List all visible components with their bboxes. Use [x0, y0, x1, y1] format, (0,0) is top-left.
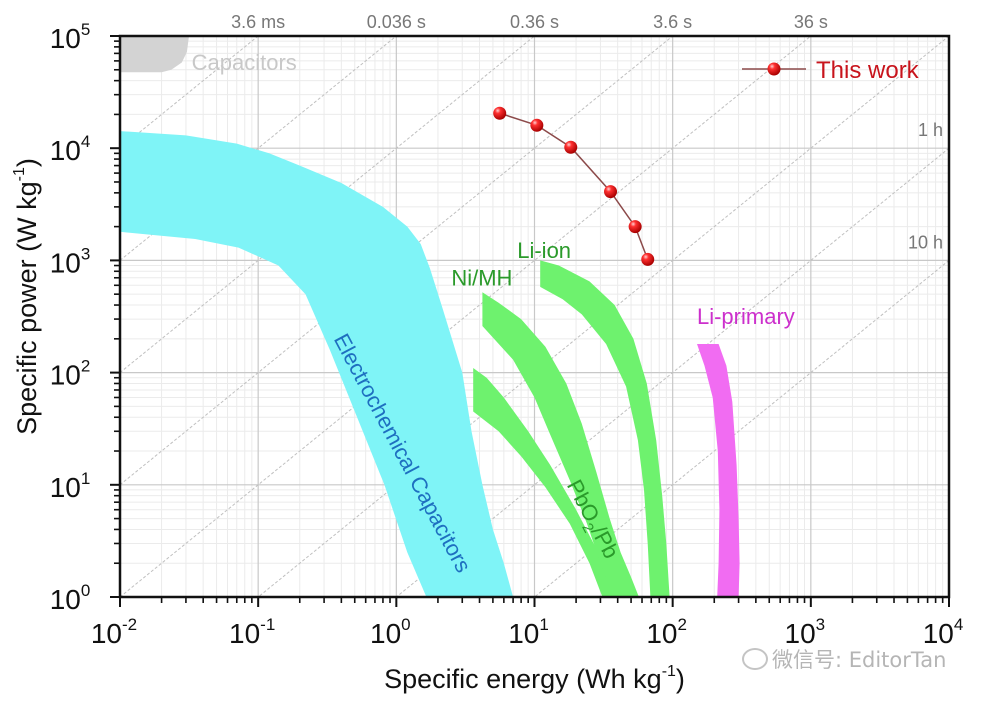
time-constant-label: 3.6 ms	[231, 12, 285, 32]
data-point	[641, 252, 655, 266]
y-tick-label: 104	[50, 132, 91, 166]
series-this-work	[493, 106, 655, 266]
time-constant-line	[120, 36, 674, 486]
region-label-li-primary: Li-primary	[697, 304, 795, 329]
time-constant-label: 36 s	[794, 12, 828, 32]
time-constant-line	[120, 36, 398, 261]
y-tick-label: 105	[50, 20, 91, 54]
y-axis-title: Specific power (W kg-1)	[11, 158, 42, 435]
data-point	[628, 220, 642, 234]
region-pbo2-pb	[473, 368, 628, 597]
x-tick-label: 10-1	[229, 615, 275, 649]
x-axis-title: Specific energy (Wh kg-1)	[384, 663, 685, 694]
region-li-primary	[697, 344, 740, 597]
x-tick-label: 103	[785, 615, 826, 649]
x-tick-label: 100	[370, 615, 411, 649]
axes: 10-2 10-1 100 101 102 103 104 100 101 102 103 104 10…	[11, 20, 963, 694]
x-tick-label: 102	[646, 615, 687, 649]
x-tick-label: 10-2	[91, 615, 137, 649]
region-electrochemical-capacitors	[120, 131, 514, 597]
time-constant-label: 3.6 s	[653, 12, 692, 32]
region-label-ni-mh: Ni/MH	[451, 265, 512, 290]
data-point	[530, 118, 544, 132]
time-constant-label: 1 h	[918, 120, 943, 140]
y-tick-label: 102	[50, 357, 91, 391]
time-constant-label: 0.036 s	[367, 12, 426, 32]
time-constant-label: 10 h	[908, 232, 943, 252]
region-label-li-ion: Li-ion	[517, 238, 571, 263]
data-point	[564, 140, 578, 154]
x-tick-label: 104	[923, 615, 964, 649]
y-tick-label: 101	[50, 469, 91, 503]
region-label-capacitors: Capacitors	[192, 50, 297, 75]
time-constant-line	[120, 36, 812, 597]
y-tick-label: 100	[50, 581, 91, 615]
time-constant-line	[120, 36, 536, 373]
x-tick-label: 101	[508, 615, 549, 649]
data-point	[493, 106, 507, 120]
region-areas	[120, 36, 740, 597]
wechat-icon	[742, 648, 768, 670]
watermark: 微信号: EditorTan	[742, 644, 946, 674]
time-constant-lines	[120, 36, 949, 597]
region-ni-mh	[482, 292, 639, 597]
time-constant-label: 0.36 s	[510, 12, 559, 32]
region-capacitors	[120, 36, 189, 73]
legend-marker	[767, 62, 781, 76]
legend-label: This work	[816, 57, 920, 84]
watermark-text: 微信号: EditorTan	[772, 648, 947, 672]
data-point	[604, 185, 618, 199]
region-li-ion	[540, 260, 670, 597]
y-tick-label: 103	[50, 244, 91, 278]
